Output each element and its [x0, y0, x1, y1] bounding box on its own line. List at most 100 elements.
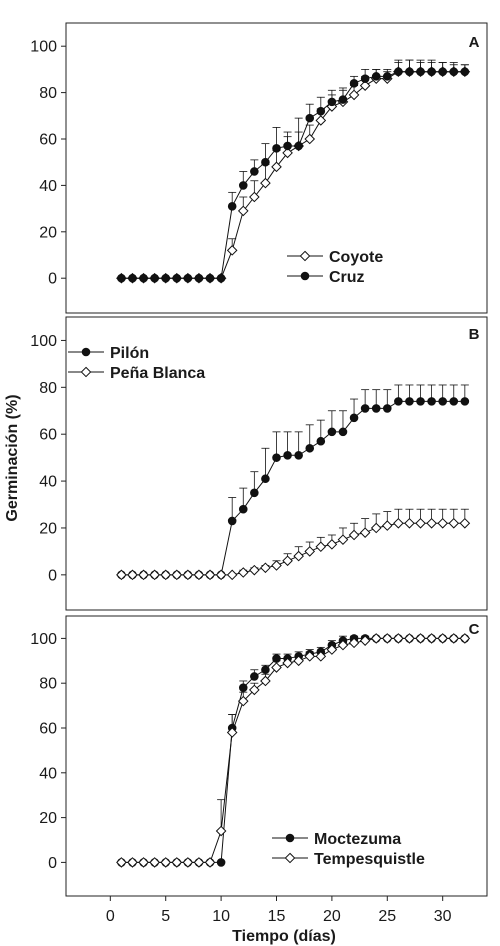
- legend-entry: Pilón: [68, 345, 149, 362]
- data-point: [327, 97, 337, 107]
- y-tick-label: 20: [39, 520, 57, 537]
- y-tick-label: 80: [39, 676, 57, 693]
- data-point: [405, 397, 414, 406]
- legend-marker: [300, 271, 310, 281]
- data-point: [437, 517, 448, 529]
- data-point: [271, 161, 282, 173]
- data-point: [160, 569, 172, 581]
- data-point: [171, 569, 183, 581]
- data-point: [138, 569, 149, 581]
- legend-entry: Moctezuma: [272, 831, 401, 848]
- data-point: [205, 273, 215, 283]
- data-point: [127, 569, 138, 581]
- y-tick-label: 60: [39, 132, 57, 149]
- data-point: [438, 67, 447, 77]
- y-tick-label: 0: [48, 855, 57, 872]
- data-point: [315, 115, 327, 126]
- data-point: [371, 72, 381, 81]
- data-point: [261, 665, 270, 675]
- data-point: [271, 560, 282, 571]
- data-point: [238, 181, 248, 190]
- legend-marker: [285, 833, 295, 843]
- data-point: [150, 273, 159, 283]
- data-point: [261, 157, 270, 167]
- data-point: [304, 133, 316, 145]
- data-point: [449, 67, 459, 77]
- y-tick-label: 100: [30, 39, 57, 56]
- data-point: [139, 273, 148, 283]
- data-point: [282, 657, 293, 669]
- panel-b: 0 20 40 60 80 100 B Pilón Peña Blanca: [30, 316, 488, 611]
- data-point: [216, 858, 226, 867]
- data-point: [316, 436, 326, 446]
- data-point: [171, 857, 183, 868]
- chart-panels: 0 20 40 60 80 100 A Coyote Cruz 0 20 40 60 80 100 B Piló…: [30, 22, 488, 897]
- series-cruz: [117, 59, 470, 283]
- legend-marker: [284, 852, 296, 864]
- data-point: [183, 273, 193, 283]
- data-point: [427, 397, 436, 406]
- data-point: [272, 453, 281, 462]
- legend-label: Peña Blanca: [110, 365, 205, 382]
- data-point: [327, 427, 337, 437]
- data-point: [426, 517, 437, 529]
- panel-letter: A: [469, 34, 480, 51]
- data-point: [437, 633, 448, 644]
- y-tick-label: 100: [30, 333, 57, 350]
- data-point: [459, 633, 471, 644]
- data-point: [438, 397, 447, 406]
- data-point: [238, 504, 248, 514]
- data-point: [237, 695, 249, 707]
- data-point: [182, 857, 194, 868]
- data-point: [404, 633, 415, 644]
- data-point: [305, 443, 315, 453]
- data-point: [204, 857, 216, 868]
- legend-entry: Cruz: [287, 269, 365, 286]
- series-peña-blanca: [116, 508, 471, 581]
- data-point: [116, 569, 127, 581]
- data-point: [426, 633, 437, 644]
- data-point: [226, 245, 238, 256]
- series-line: [121, 637, 465, 863]
- data-point: [271, 662, 282, 673]
- data-point: [250, 488, 259, 498]
- legend-label: Moctezuma: [314, 831, 401, 848]
- data-point: [427, 67, 436, 77]
- data-point: [326, 644, 338, 655]
- data-point: [116, 857, 127, 868]
- legend-label: Cruz: [329, 269, 365, 286]
- data-point: [182, 569, 194, 581]
- data-point: [460, 397, 470, 406]
- data-point: [272, 143, 281, 153]
- y-tick-label: 0: [48, 567, 57, 584]
- data-point: [416, 67, 425, 77]
- legend-marker: [80, 366, 92, 378]
- data-point: [415, 517, 426, 529]
- panel-letter: B: [469, 326, 480, 343]
- data-point: [382, 72, 392, 81]
- data-point: [337, 534, 349, 545]
- x-tick-label: 0: [106, 908, 115, 925]
- data-point: [161, 273, 171, 283]
- data-point: [370, 522, 382, 534]
- data-point: [459, 517, 471, 529]
- series-coyote: [116, 59, 471, 284]
- data-point: [172, 273, 182, 283]
- data-point: [249, 684, 260, 696]
- data-point: [337, 639, 349, 651]
- data-point: [338, 427, 348, 437]
- data-point: [394, 397, 403, 406]
- legend-marker: [299, 250, 311, 262]
- data-point: [305, 113, 315, 123]
- data-point: [216, 273, 226, 283]
- data-point: [226, 569, 238, 581]
- series-line: [121, 400, 465, 576]
- series-moctezuma: [117, 634, 470, 867]
- x-tick-label: 15: [268, 908, 286, 925]
- x-tick-label: 10: [212, 908, 230, 925]
- data-point: [249, 564, 260, 576]
- y-tick-label: 20: [39, 224, 57, 241]
- data-point: [127, 857, 138, 868]
- data-point: [316, 106, 326, 116]
